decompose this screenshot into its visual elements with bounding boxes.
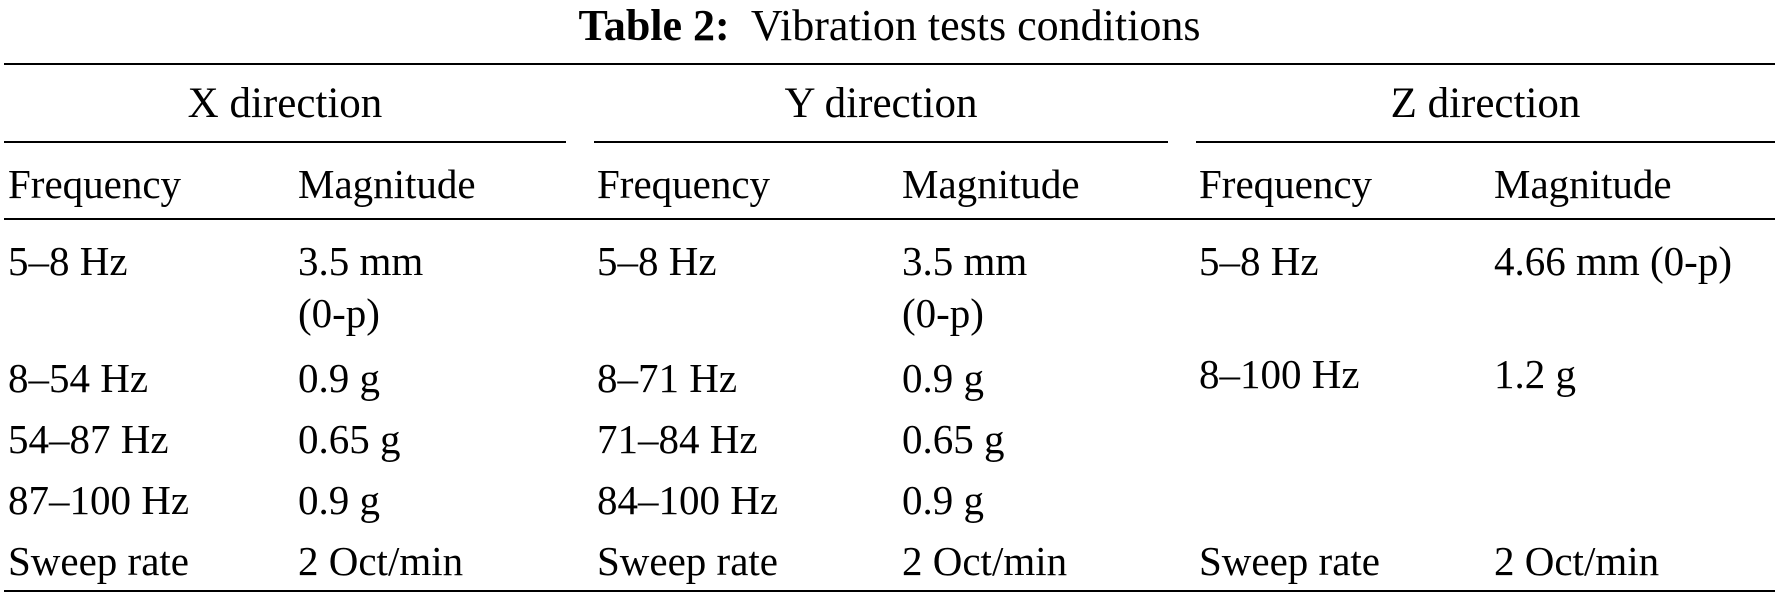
y-row-4-frequency: 84–100 Hz	[597, 477, 779, 523]
table-label: Table 2:	[578, 1, 730, 50]
top-rule	[4, 63, 1775, 65]
x-row-3-frequency: 54–87 Hz	[8, 416, 169, 462]
y-row-2-magnitude: 0.9 g	[902, 355, 984, 401]
x-row-5-frequency: Sweep rate	[8, 538, 189, 584]
y-row-4-magnitude: 0.9 g	[902, 477, 984, 523]
z-group-rule	[1196, 141, 1775, 143]
subheader-frequency-y: Frequency	[597, 161, 771, 207]
subheader-magnitude-z: Magnitude	[1494, 161, 1672, 207]
y-row-1-frequency: 5–8 Hz	[597, 238, 717, 284]
z-row-2-frequency: 8–100 Hz	[1199, 351, 1360, 397]
y-row-2-frequency: 8–71 Hz	[597, 355, 738, 401]
x-row-1-magnitude: 3.5 mm	[298, 238, 424, 284]
x-row-2-frequency: 8–54 Hz	[8, 355, 149, 401]
x-row-2-magnitude: 0.9 g	[298, 355, 380, 401]
z-row-2-magnitude: 1.2 g	[1494, 351, 1576, 397]
x-row-1-magnitude-cont: (0-p)	[298, 290, 380, 336]
subheader-magnitude-y: Magnitude	[902, 161, 1080, 207]
table-title: Vibration tests conditions	[750, 1, 1201, 50]
x-row-5-magnitude: 2 Oct/min	[298, 538, 464, 584]
x-row-4-magnitude: 0.9 g	[298, 477, 380, 523]
y-row-3-magnitude: 0.65 g	[902, 416, 1005, 462]
subheader-frequency-x: Frequency	[8, 161, 182, 207]
x-row-1-frequency: 5–8 Hz	[8, 238, 128, 284]
z-row-3-magnitude: 2 Oct/min	[1494, 538, 1660, 584]
subheader-frequency-z: Frequency	[1199, 161, 1373, 207]
bottom-rule	[4, 590, 1775, 592]
z-row-1-magnitude: 4.66 mm (0-p)	[1494, 238, 1732, 284]
table-caption: Table 2: Vibration tests conditions	[0, 2, 1779, 50]
y-group-rule	[594, 141, 1168, 143]
y-row-3-frequency: 71–84 Hz	[597, 416, 758, 462]
subheader-rule	[4, 218, 1775, 220]
y-row-1-magnitude: 3.5 mm	[902, 238, 1028, 284]
x-group-rule	[4, 141, 566, 143]
subheader-magnitude-x: Magnitude	[298, 161, 476, 207]
y-row-5-magnitude: 2 Oct/min	[902, 538, 1068, 584]
y-row-5-frequency: Sweep rate	[597, 538, 778, 584]
z-row-1-frequency: 5–8 Hz	[1199, 238, 1319, 284]
z-row-3-frequency: Sweep rate	[1199, 538, 1380, 584]
x-row-4-frequency: 87–100 Hz	[8, 477, 190, 523]
group-header-y: Y direction	[784, 80, 978, 127]
group-header-x: X direction	[187, 80, 383, 127]
y-row-1-magnitude-cont: (0-p)	[902, 290, 984, 336]
group-header-z: Z direction	[1390, 80, 1581, 127]
x-row-3-magnitude: 0.65 g	[298, 416, 401, 462]
